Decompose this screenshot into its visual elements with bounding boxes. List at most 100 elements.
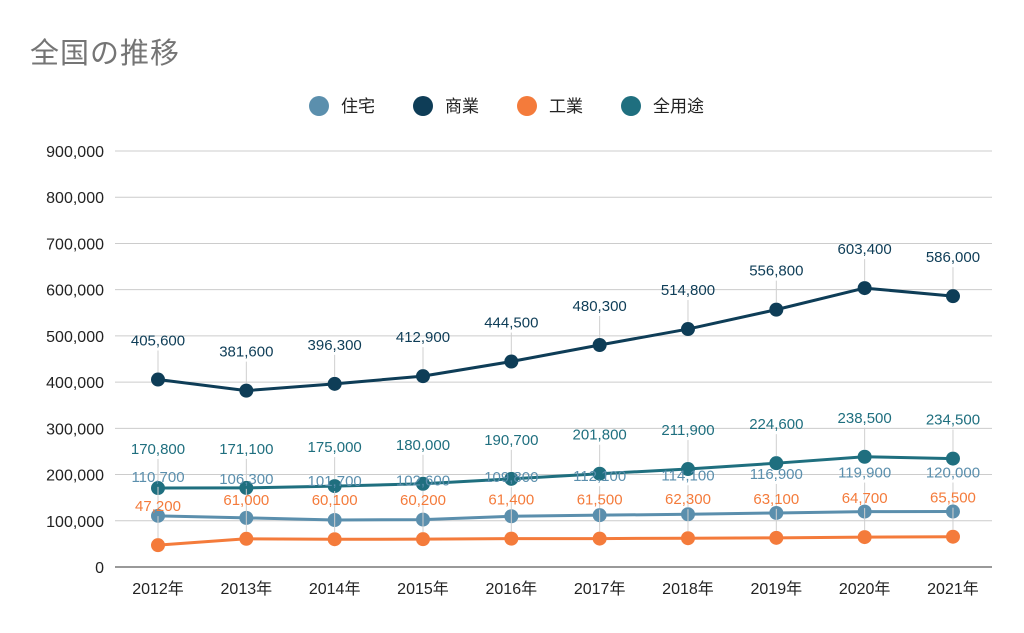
data-point xyxy=(945,451,960,466)
data-label: 201,800 xyxy=(573,427,627,444)
y-tick-label: 100,000 xyxy=(46,514,104,531)
legend-label: 住宅 xyxy=(341,97,375,117)
data-point xyxy=(239,531,254,546)
data-point xyxy=(415,476,430,491)
data-label: 180,000 xyxy=(396,437,450,454)
series-line xyxy=(157,286,954,393)
data-label: 224,600 xyxy=(749,416,803,433)
data-point xyxy=(769,302,784,317)
series-line xyxy=(157,510,953,522)
data-label: 514,800 xyxy=(661,282,715,299)
data-label: 211,900 xyxy=(661,422,714,439)
data-label: 120,000 xyxy=(926,465,980,482)
series-住宅 xyxy=(151,504,960,527)
data-label: 190,700 xyxy=(484,432,538,449)
data-label: 175,000 xyxy=(308,439,362,456)
data-point xyxy=(504,354,519,369)
series-line xyxy=(157,455,954,490)
y-tick-label: 300,000 xyxy=(46,421,104,438)
legend-swatch xyxy=(517,96,537,116)
legend-item: 工業 xyxy=(517,96,583,117)
legend-item: 全用途 xyxy=(621,96,704,117)
data-point xyxy=(239,480,254,495)
y-tick-label: 600,000 xyxy=(46,283,104,300)
data-point xyxy=(857,530,872,545)
data-label: 586,000 xyxy=(926,249,980,266)
y-axis: 0 100,000 200,000 300,000 400,000 500,000 600,… xyxy=(46,144,104,577)
data-point xyxy=(680,462,695,477)
data-point xyxy=(945,289,960,304)
data-point xyxy=(945,529,960,544)
data-point xyxy=(857,281,872,296)
x-tick-label: 2019年 xyxy=(751,580,803,598)
data-label: 238,500 xyxy=(838,410,892,427)
legend: 住宅 商業 工業 全用途 xyxy=(309,96,704,117)
data-point xyxy=(415,532,430,547)
x-tick-label: 2013年 xyxy=(221,580,273,598)
data-label: 62,300 xyxy=(665,491,711,508)
x-tick-label: 2018年 xyxy=(662,580,714,598)
legend-swatch xyxy=(413,96,433,116)
data-label: 61,000 xyxy=(223,492,269,509)
y-tick-label: 700,000 xyxy=(46,236,104,253)
legend-item: 住宅 xyxy=(309,96,375,117)
data-point xyxy=(151,508,165,523)
data-label: 102,600 xyxy=(396,473,450,490)
data-point xyxy=(680,531,695,546)
y-tick-label: 800,000 xyxy=(46,190,104,207)
x-tick-label: 2021年 xyxy=(927,580,979,598)
data-point xyxy=(592,531,607,546)
data-point xyxy=(769,456,784,471)
data-label: 65,500 xyxy=(930,490,976,507)
data-label: 170,800 xyxy=(131,441,185,458)
data-label: 396,300 xyxy=(308,337,362,354)
data-label: 119,900 xyxy=(838,465,891,482)
data-label: 556,800 xyxy=(749,263,803,280)
series-商業 xyxy=(151,281,960,398)
legend-swatch xyxy=(621,96,641,116)
x-tick-label: 2016年 xyxy=(486,580,538,598)
x-tick-label: 2017年 xyxy=(574,580,626,598)
chart-title: 全国の推移 xyxy=(30,36,181,70)
data-point xyxy=(769,530,784,545)
x-tick-label: 2014年 xyxy=(309,580,361,598)
data-point xyxy=(239,383,254,398)
data-point xyxy=(327,532,342,547)
data-label: 61,400 xyxy=(488,492,534,509)
y-tick-label: 200,000 xyxy=(46,468,104,485)
grid-lines xyxy=(115,150,992,568)
data-label: 101,700 xyxy=(308,473,362,490)
data-point xyxy=(327,376,342,391)
data-point xyxy=(504,531,519,546)
data-point xyxy=(327,479,342,494)
data-label: 61,500 xyxy=(577,492,623,509)
legend-item: 商業 xyxy=(413,96,479,117)
data-label: 109,800 xyxy=(484,469,538,486)
data-label: 47,200 xyxy=(135,498,181,515)
data-label: 444,500 xyxy=(484,315,538,332)
data-label: 171,100 xyxy=(219,441,273,458)
legend-label: 工業 xyxy=(549,97,583,117)
data-labels: 110,700 106,300 101,700 102,600 109,800 112,1… xyxy=(131,241,980,539)
x-tick-label: 2012年 xyxy=(132,580,184,598)
data-point xyxy=(151,538,165,553)
legend-label: 商業 xyxy=(445,97,479,117)
x-axis: 2012年 2013年 2014年 2015年 2016年 2017年 2018年 2019年… xyxy=(132,580,979,598)
data-label: 480,300 xyxy=(573,298,627,315)
data-label: 60,200 xyxy=(400,492,446,509)
y-tick-label: 500,000 xyxy=(46,329,104,346)
y-tick-label: 400,000 xyxy=(46,375,104,392)
data-label: 412,900 xyxy=(396,329,450,346)
series-group xyxy=(151,281,960,553)
legend-label: 全用途 xyxy=(653,97,704,117)
series-line xyxy=(157,535,953,547)
data-point xyxy=(592,337,607,352)
x-tick-label: 2015年 xyxy=(397,580,449,598)
data-label: 116,900 xyxy=(750,466,803,483)
data-label: 64,700 xyxy=(842,490,888,507)
data-label: 112,100 xyxy=(573,468,626,485)
data-point xyxy=(504,471,519,486)
data-point xyxy=(680,322,695,337)
y-tick-label: 900,000 xyxy=(46,144,104,161)
